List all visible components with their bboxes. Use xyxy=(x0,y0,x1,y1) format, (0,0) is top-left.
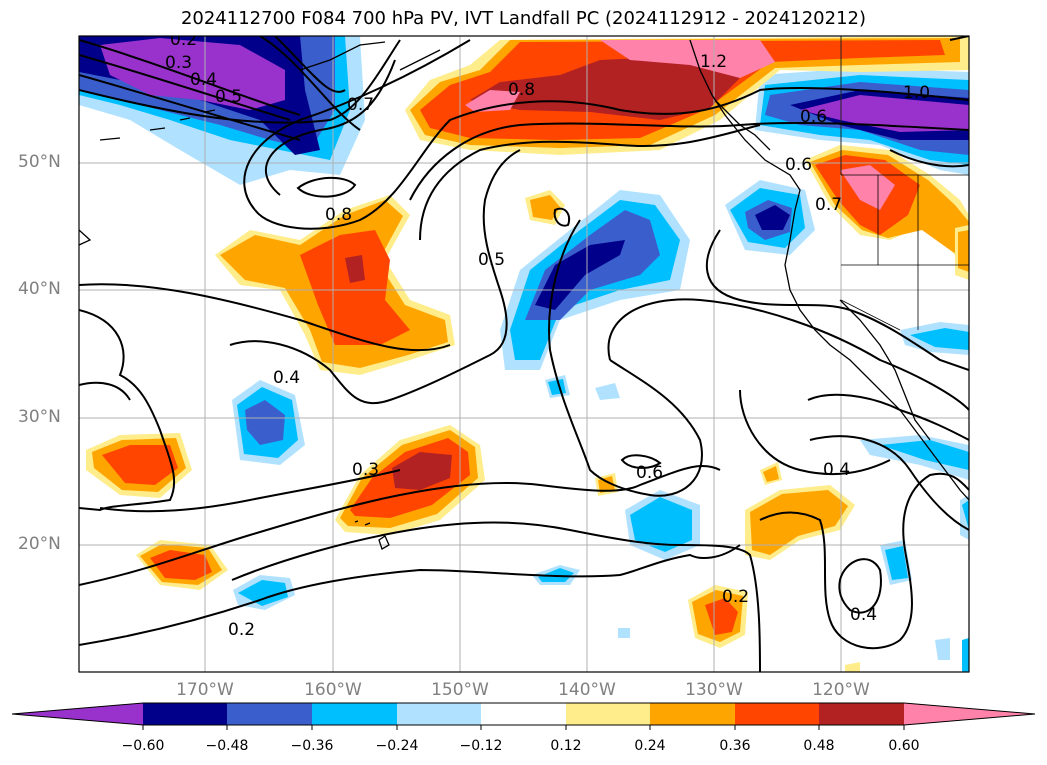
negative-pv-regions xyxy=(79,36,969,672)
lon-label-120w: 120°W xyxy=(812,680,870,700)
contour-label: 0.6 xyxy=(636,463,663,483)
colorbar-segment xyxy=(12,703,143,725)
borders xyxy=(840,36,969,331)
colorbar-segment xyxy=(735,703,819,725)
colorbar-segment xyxy=(566,703,650,725)
colorbar-tick-label: 0.12 xyxy=(550,738,582,754)
lon-label-140w: 140°W xyxy=(558,680,616,700)
contour-label: 0.2 xyxy=(170,30,197,50)
colorbar xyxy=(11,702,1036,730)
colorbar-segment xyxy=(904,703,1035,725)
lat-label-20n: 20°N xyxy=(18,534,61,554)
contour-label: 0.3 xyxy=(165,53,192,73)
contour-label: 0.2 xyxy=(722,587,749,607)
contour-labels: 0.2 0.3 0.4 0.5 0.7 0.8 0.8 1.2 1.0 0.6 … xyxy=(165,30,930,640)
colorbar-tick-label: −0.12 xyxy=(459,738,503,754)
colorbar-tick-label: 0.36 xyxy=(719,738,751,754)
contour-label: 0.4 xyxy=(190,70,217,90)
colorbar-tick-label: 0.24 xyxy=(634,738,666,754)
colorbar-tick-label: −0.60 xyxy=(121,738,165,754)
colorbar-segment xyxy=(227,703,312,725)
contour-label: 0.5 xyxy=(215,87,242,107)
map-title: 2024112700 F084 700 hPa PV, IVT Landfall… xyxy=(180,8,867,29)
lon-label-130w: 130°W xyxy=(685,680,743,700)
lat-label-40n: 40°N xyxy=(18,279,61,299)
colorbar-segment xyxy=(650,703,735,725)
colorbar-tick-label: −0.36 xyxy=(290,738,334,754)
coastlines xyxy=(79,39,969,550)
colorbar-segment xyxy=(312,703,397,725)
colorbar-segment xyxy=(481,703,566,725)
contour-label: 1.0 xyxy=(903,83,930,103)
contour-label: 0.4 xyxy=(850,605,877,625)
contour-label: 0.7 xyxy=(815,195,842,215)
contour-label: 0.2 xyxy=(228,620,255,640)
colorbar-tick-label: 0.60 xyxy=(888,738,920,754)
graticule xyxy=(79,36,969,672)
colorbar-segment xyxy=(819,703,904,725)
positive-pv-regions xyxy=(86,36,969,672)
shaded-field: 0.2 0.3 0.4 0.5 0.7 0.8 0.8 1.2 1.0 0.6 … xyxy=(79,30,969,672)
lon-label-170w: 170°W xyxy=(176,680,234,700)
contour-label: 0.8 xyxy=(325,205,352,225)
colorbar-tick-label: −0.24 xyxy=(375,738,419,754)
contour-label: 0.6 xyxy=(785,155,812,175)
contour-label: 0.5 xyxy=(478,250,505,270)
lat-label-30n: 30°N xyxy=(18,407,61,427)
contour-label: 0.4 xyxy=(273,368,300,388)
colorbar-tick-label: 0.48 xyxy=(803,738,835,754)
lon-label-150w: 150°W xyxy=(431,680,489,700)
ivt-contours xyxy=(79,36,969,672)
lon-label-160w: 160°W xyxy=(304,680,362,700)
map-frame xyxy=(78,35,970,673)
colorbar-segment xyxy=(397,703,481,725)
contour-label: 0.7 xyxy=(347,95,374,115)
contour-label: 0.8 xyxy=(508,80,535,100)
contour-label: 0.4 xyxy=(823,460,850,480)
lat-label-50n: 50°N xyxy=(18,152,61,172)
colorbar-tick-label: −0.48 xyxy=(205,738,249,754)
contour-label: 0.3 xyxy=(352,460,379,480)
contour-label: 0.6 xyxy=(800,107,827,127)
contour-label: 1.2 xyxy=(700,52,727,72)
colorbar-segment xyxy=(143,703,227,725)
